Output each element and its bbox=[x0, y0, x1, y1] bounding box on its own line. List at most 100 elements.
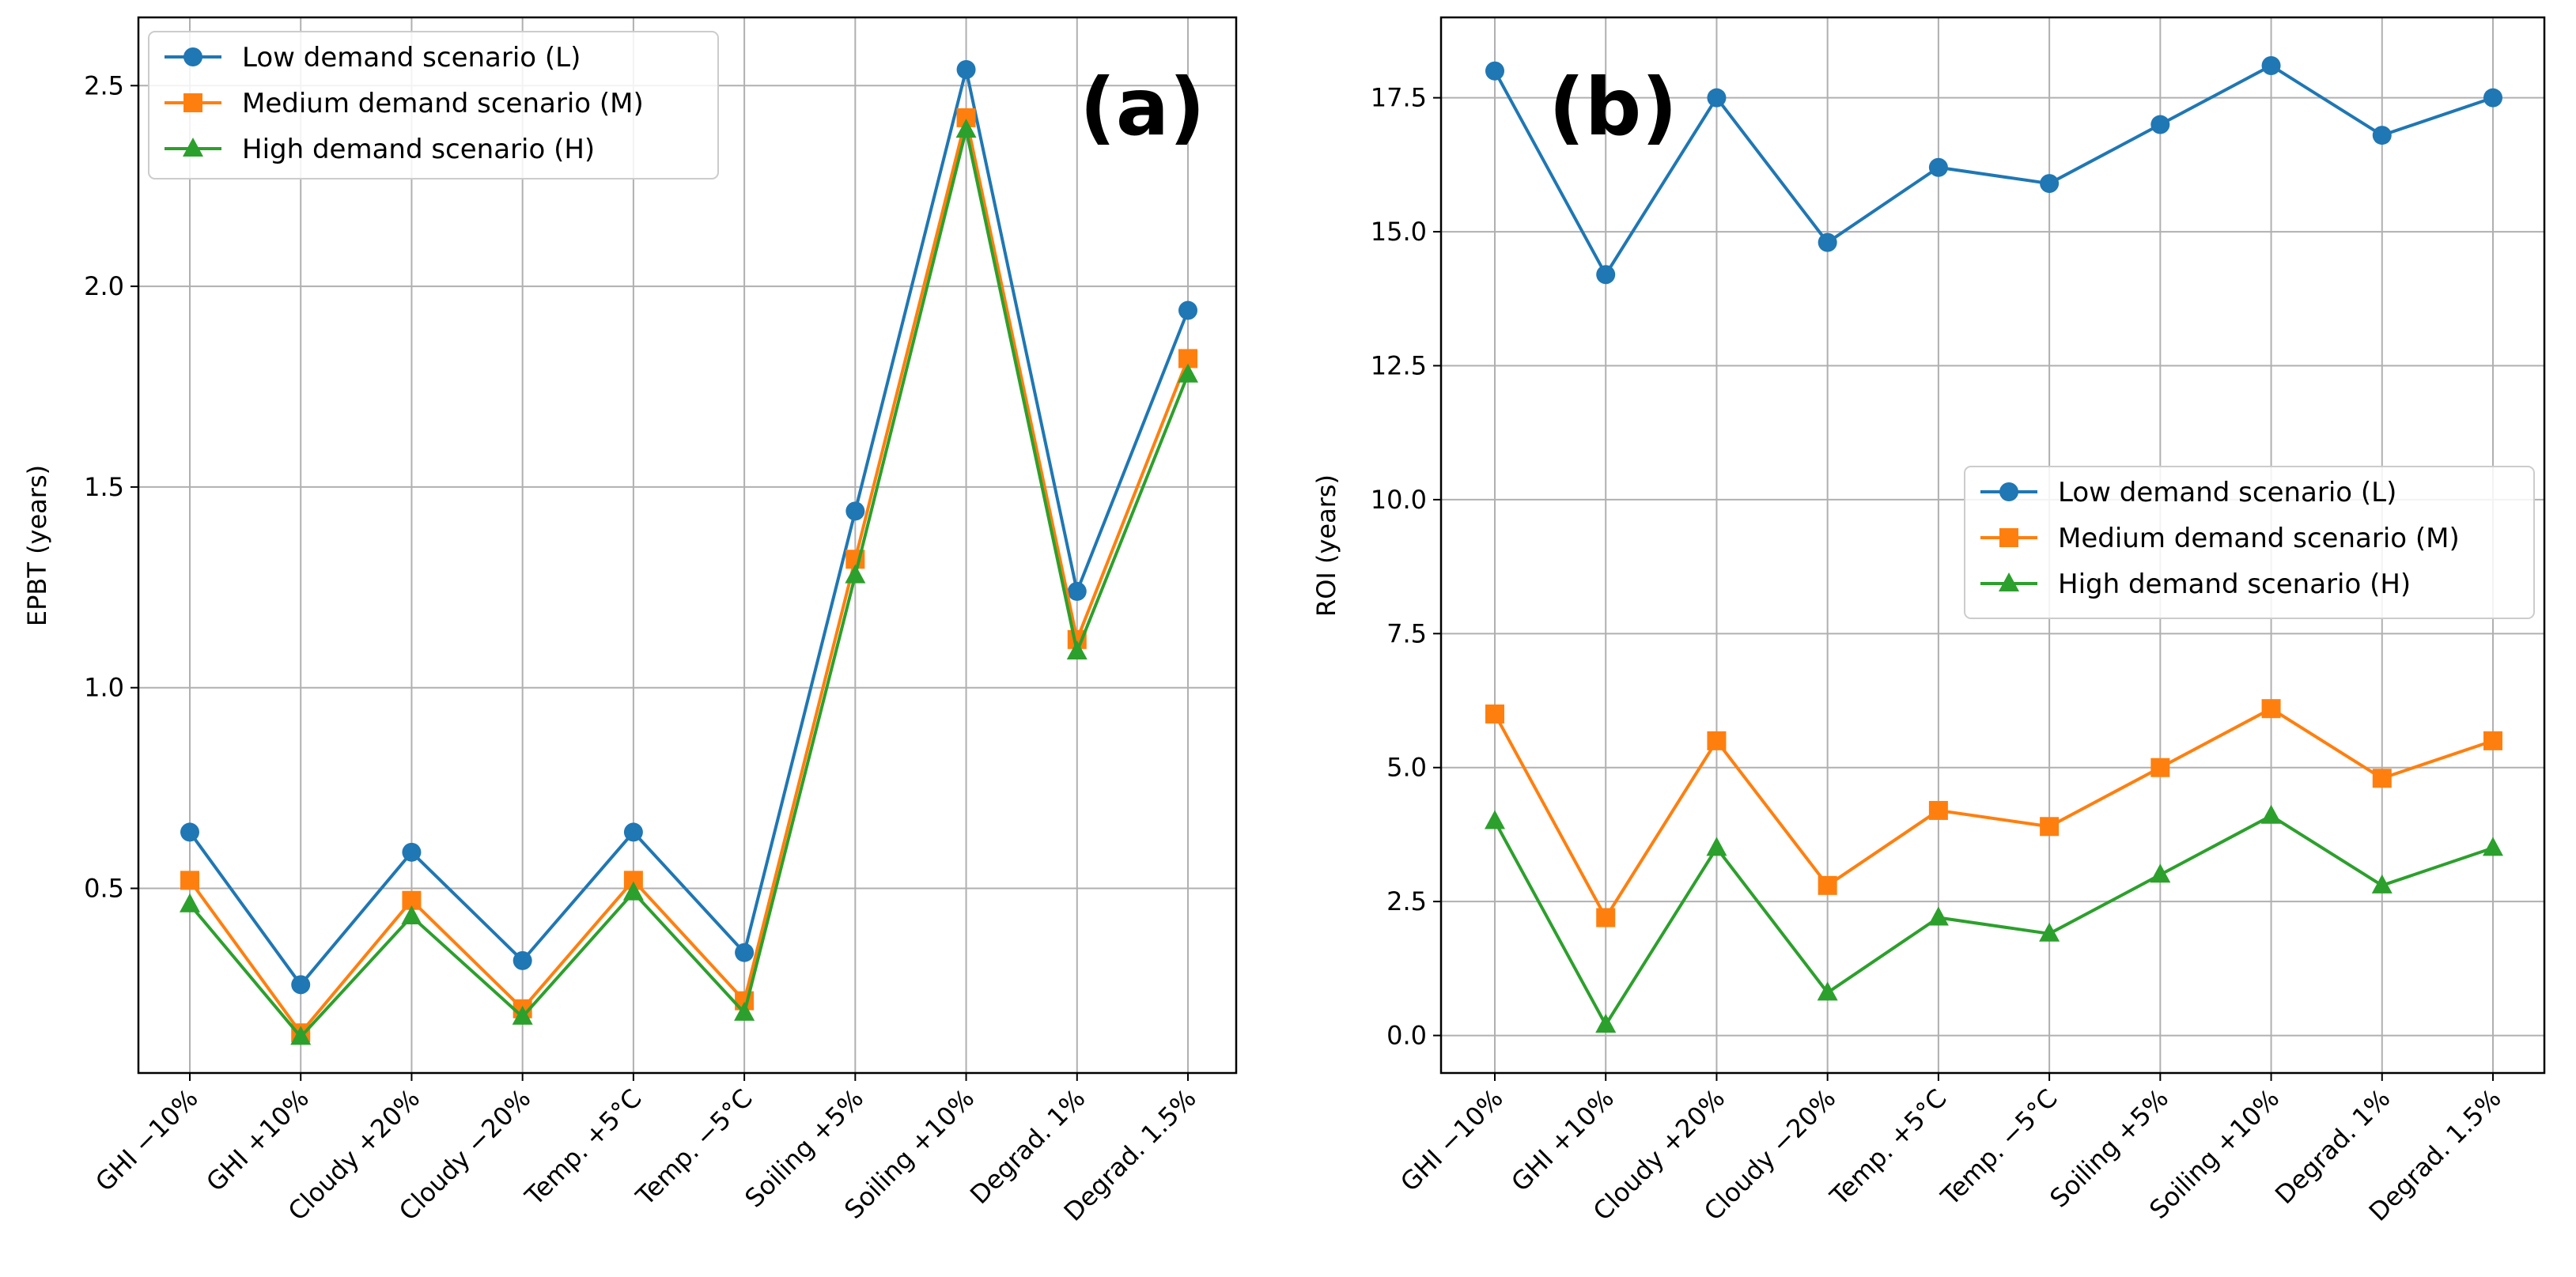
legend-label: Low demand scenario (L) bbox=[242, 42, 581, 74]
data-point bbox=[2372, 769, 2392, 788]
panel-a-ylabel: EPBT (years) bbox=[22, 465, 52, 626]
panel-a-ytick-label: 1.5 bbox=[84, 472, 124, 502]
data-point bbox=[401, 905, 422, 925]
data-point bbox=[1178, 363, 1198, 383]
series-line bbox=[188, 69, 1190, 988]
legend-marker bbox=[1999, 572, 2019, 591]
data-point bbox=[290, 1026, 312, 1045]
data-point bbox=[2483, 731, 2502, 750]
panel-a-ytick-label: 2.0 bbox=[84, 271, 124, 301]
panel-b-xtick-label: GHI +10% bbox=[1505, 1083, 1620, 1198]
data-point bbox=[2150, 758, 2170, 777]
panel-b-series-medium bbox=[1485, 699, 2502, 928]
data-point bbox=[622, 881, 644, 901]
data-point bbox=[735, 943, 755, 962]
legend-label: Low demand scenario (L) bbox=[2058, 477, 2396, 508]
data-point bbox=[956, 59, 976, 79]
data-point bbox=[513, 950, 532, 970]
data-point bbox=[1707, 88, 1727, 108]
data-point bbox=[1596, 265, 1616, 285]
data-point bbox=[623, 822, 643, 842]
data-point bbox=[2040, 174, 2060, 194]
data-point bbox=[402, 842, 422, 862]
panel-a-xtick-label: GHI +10% bbox=[200, 1083, 315, 1198]
panel-a-series-medium bbox=[180, 108, 1197, 1043]
legend-label: Medium demand scenario (M) bbox=[2058, 523, 2460, 554]
legend-marker bbox=[183, 138, 203, 157]
panel-a-ytick-label: 0.5 bbox=[84, 874, 124, 904]
data-point bbox=[2040, 817, 2060, 837]
data-point bbox=[1818, 875, 1837, 895]
data-point bbox=[291, 975, 311, 995]
data-point bbox=[1066, 640, 1088, 660]
data-point bbox=[734, 1001, 755, 1021]
data-point bbox=[2371, 874, 2393, 894]
panel-b-ytick-label: 0.0 bbox=[1386, 1021, 1427, 1051]
panel-a-panel-label: (a) bbox=[1080, 61, 1205, 153]
data-point bbox=[1596, 908, 1616, 928]
panel-b-ytick-label: 15.0 bbox=[1371, 217, 1427, 247]
legend-label: High demand scenario (H) bbox=[2058, 569, 2411, 600]
data-point bbox=[1485, 704, 1504, 724]
series-line bbox=[188, 117, 1190, 1036]
legend-label: High demand scenario (H) bbox=[242, 134, 595, 165]
legend-frame bbox=[148, 31, 719, 179]
data-point bbox=[2150, 115, 2170, 134]
panel-b-ytick-label: 17.5 bbox=[1371, 83, 1427, 113]
data-point bbox=[180, 893, 200, 912]
panel-a-series-high bbox=[180, 119, 1198, 1045]
panel-b-panel-label: (b) bbox=[1549, 61, 1678, 153]
data-point bbox=[180, 871, 199, 890]
data-point bbox=[2039, 922, 2060, 942]
data-point bbox=[2261, 55, 2281, 75]
data-point bbox=[1707, 731, 1727, 750]
legend-marker bbox=[1999, 528, 2018, 547]
panel-b-xtick-label: Temp. +5°C bbox=[1824, 1083, 1953, 1212]
legend-marker bbox=[183, 93, 202, 112]
panel-a-xtick-label: Temp. +5°C bbox=[519, 1083, 648, 1212]
panel-b-ytick-label: 10.0 bbox=[1371, 485, 1427, 515]
panel-b-ytick-label: 2.5 bbox=[1386, 886, 1427, 916]
panel-a-series-low bbox=[180, 59, 1197, 995]
legend-frame bbox=[1964, 466, 2535, 619]
series-line bbox=[1493, 63, 2494, 278]
data-point bbox=[2150, 863, 2171, 883]
panel-b-ytick-label: 12.5 bbox=[1371, 350, 1427, 380]
data-point bbox=[845, 501, 865, 521]
data-point bbox=[1178, 300, 1197, 320]
data-point bbox=[2372, 126, 2392, 145]
panel-a-ytick-label: 2.5 bbox=[84, 70, 124, 100]
panel-b-ytick-label: 5.0 bbox=[1386, 753, 1427, 783]
panel-a-legend: Low demand scenario (L) Medium demand sce… bbox=[148, 31, 719, 179]
data-point bbox=[1485, 810, 1505, 829]
series-line bbox=[1493, 814, 2494, 1028]
data-point bbox=[1595, 1014, 1617, 1033]
data-point bbox=[1928, 157, 1948, 177]
panel-b-series-low bbox=[1485, 55, 2502, 285]
legend-marker bbox=[183, 47, 202, 66]
panel-b-xtick-label: GHI −10% bbox=[1394, 1083, 1509, 1198]
legend-label: Medium demand scenario (M) bbox=[242, 88, 644, 119]
series-line bbox=[188, 129, 1190, 1040]
panel-b-legend: Low demand scenario (L) Medium demand sce… bbox=[1964, 466, 2535, 619]
data-point bbox=[2483, 88, 2502, 108]
panel-b-ylabel: ROI (years) bbox=[1311, 474, 1341, 617]
legend-marker bbox=[1999, 482, 2018, 501]
data-point bbox=[2260, 804, 2282, 824]
data-point bbox=[1817, 981, 1838, 1001]
data-point bbox=[955, 119, 977, 138]
data-point bbox=[1818, 232, 1837, 252]
data-point bbox=[1927, 906, 1949, 926]
data-point bbox=[1067, 581, 1087, 601]
data-point bbox=[1485, 61, 1504, 81]
panel-b-ytick-label: 7.5 bbox=[1386, 618, 1427, 648]
panel-a-ytick-label: 1.0 bbox=[84, 673, 124, 703]
data-point bbox=[1706, 837, 1727, 856]
data-point bbox=[512, 1005, 533, 1025]
panel-b-series-high bbox=[1485, 804, 2503, 1033]
data-point bbox=[2483, 837, 2503, 856]
data-point bbox=[180, 822, 199, 842]
series-line bbox=[1493, 706, 2494, 921]
